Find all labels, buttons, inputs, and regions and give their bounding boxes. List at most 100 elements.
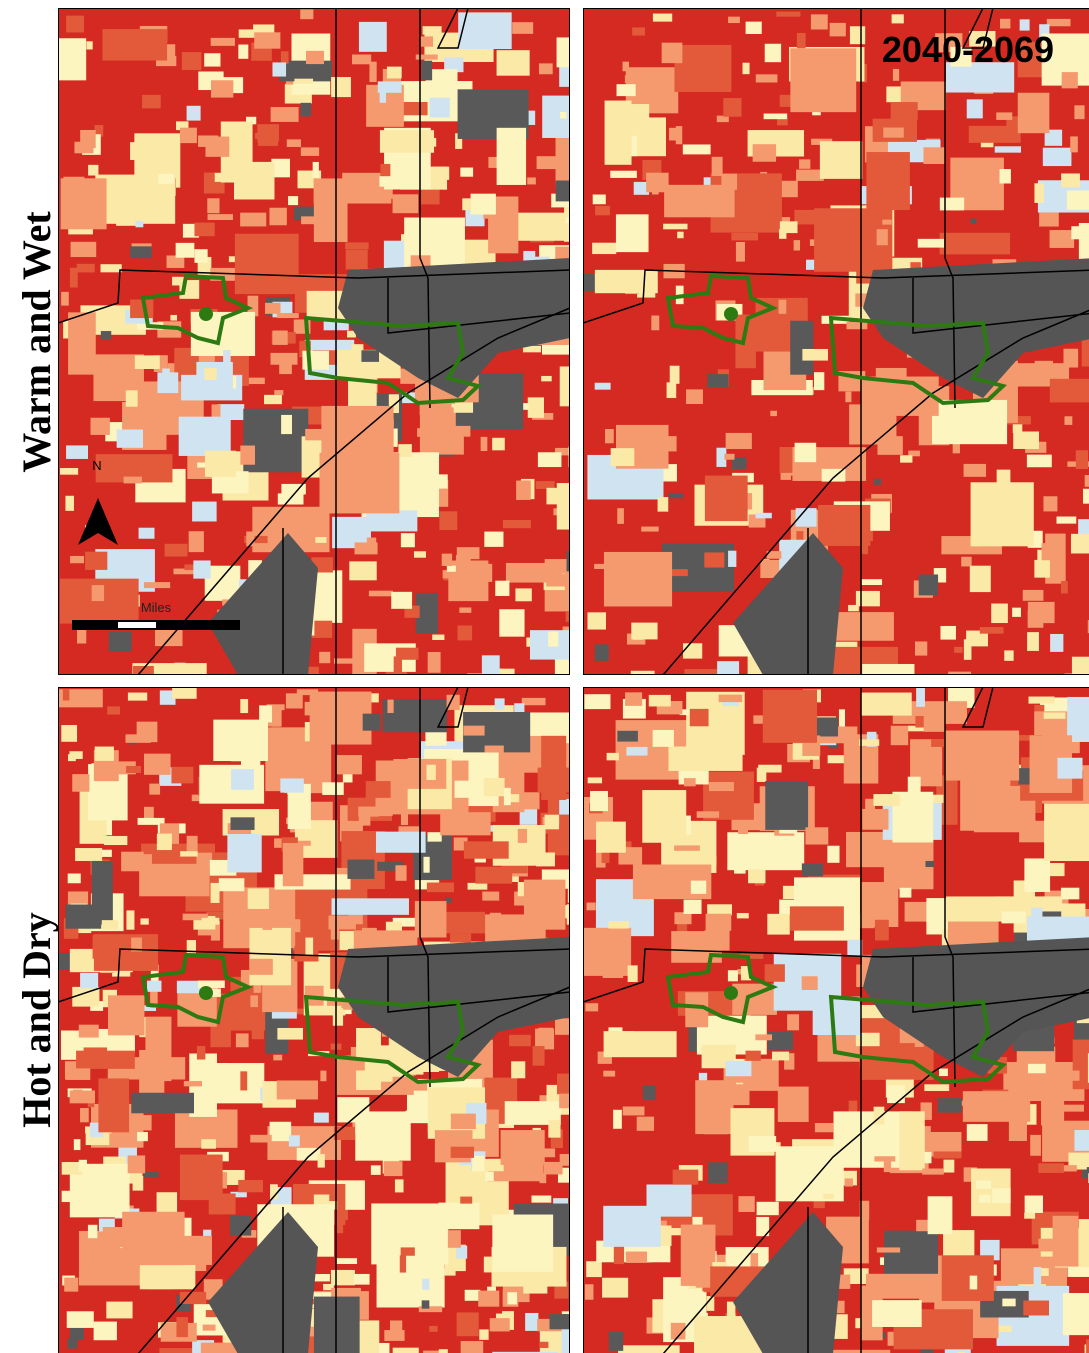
land-patch xyxy=(292,1008,304,1015)
land-patch xyxy=(517,828,528,843)
land-patch xyxy=(745,1050,761,1061)
land-patch xyxy=(379,176,408,187)
land-patch xyxy=(962,1091,1031,1122)
land-patch xyxy=(1061,1165,1077,1172)
land-patch xyxy=(158,173,175,184)
land-patch xyxy=(440,812,491,836)
land-patch xyxy=(330,1269,355,1286)
road xyxy=(58,269,570,324)
land-patch xyxy=(602,963,624,978)
land-patch xyxy=(210,882,220,903)
land-patch xyxy=(814,1123,834,1133)
land-patch xyxy=(939,197,965,211)
land-patch xyxy=(617,508,624,524)
land-patch xyxy=(276,313,299,319)
land-patch xyxy=(162,368,170,381)
land-patch xyxy=(481,655,500,675)
land-patch xyxy=(914,641,928,656)
land-patch xyxy=(429,1325,438,1332)
land-patch xyxy=(336,755,362,775)
land-patch xyxy=(365,781,393,800)
land-patch xyxy=(456,1312,479,1337)
land-patch xyxy=(682,144,711,155)
land-patch xyxy=(630,670,655,675)
study-area-outline xyxy=(665,273,779,346)
land-patch xyxy=(66,445,88,459)
land-patch xyxy=(479,1329,489,1340)
land-patch xyxy=(916,687,925,707)
land-patch xyxy=(940,625,956,640)
land-patch xyxy=(61,291,69,306)
land-patch xyxy=(72,774,90,792)
land-patch xyxy=(862,808,889,830)
land-patch xyxy=(767,1031,794,1051)
road xyxy=(583,269,1089,324)
land-patch xyxy=(910,262,921,270)
land-patch xyxy=(464,1289,481,1301)
land-patch xyxy=(207,198,220,214)
land-patch xyxy=(708,1082,735,1102)
land-patch xyxy=(149,783,161,795)
land-patch xyxy=(992,1188,1011,1204)
land-patch xyxy=(756,1216,770,1237)
land-patch xyxy=(1057,757,1083,779)
land-patch xyxy=(205,1310,221,1318)
land-patch xyxy=(492,1351,559,1353)
land-patch xyxy=(696,811,720,818)
land-patch xyxy=(556,1073,570,1095)
land-patch xyxy=(457,625,473,641)
land-patch xyxy=(108,631,132,652)
land-patch xyxy=(423,856,430,873)
land-patch xyxy=(131,1092,195,1114)
land-patch xyxy=(116,211,137,226)
land-patch xyxy=(782,885,796,900)
urban-area xyxy=(208,533,318,675)
land-patch xyxy=(330,926,340,940)
land-patch xyxy=(1004,650,1014,661)
land-patch xyxy=(594,269,658,294)
land-patch xyxy=(536,156,563,170)
land-patch xyxy=(559,798,570,815)
land-patch xyxy=(184,564,199,571)
land-patch xyxy=(159,1348,214,1353)
land-patch xyxy=(379,130,435,153)
land-patch xyxy=(648,694,671,707)
land-patch xyxy=(418,1306,443,1313)
land-patch xyxy=(1041,1268,1049,1276)
land-patch xyxy=(296,689,319,696)
land-patch xyxy=(61,1190,77,1203)
land-patch xyxy=(179,127,197,144)
land-patch xyxy=(351,908,363,925)
land-patch xyxy=(779,94,792,107)
land-patch xyxy=(677,915,688,935)
land-patch xyxy=(652,729,674,747)
land-patch xyxy=(810,14,828,30)
land-patch xyxy=(651,315,660,331)
land-patch xyxy=(974,785,1021,833)
land-patch xyxy=(211,404,221,422)
road xyxy=(912,957,1089,1013)
land-patch xyxy=(748,1136,777,1152)
land-patch xyxy=(937,1098,962,1113)
land-patch xyxy=(683,899,702,914)
land-patch xyxy=(624,75,635,84)
land-patch xyxy=(756,1201,779,1216)
land-patch xyxy=(1024,1195,1044,1213)
land-patch xyxy=(908,450,920,457)
land-patch xyxy=(801,863,824,877)
land-patch xyxy=(725,1060,752,1077)
land-patch xyxy=(505,562,563,583)
land-patch xyxy=(1039,1046,1056,1065)
land-patch xyxy=(132,663,207,675)
land-patch xyxy=(736,913,749,919)
land-patch xyxy=(164,134,176,154)
land-patch xyxy=(946,896,1002,922)
land-patch xyxy=(999,169,1011,184)
land-patch xyxy=(566,904,570,925)
land-patch xyxy=(492,437,505,451)
land-patch xyxy=(107,706,120,715)
land-patch xyxy=(197,929,219,936)
land-patch xyxy=(69,1090,95,1104)
land-patch xyxy=(143,582,171,589)
